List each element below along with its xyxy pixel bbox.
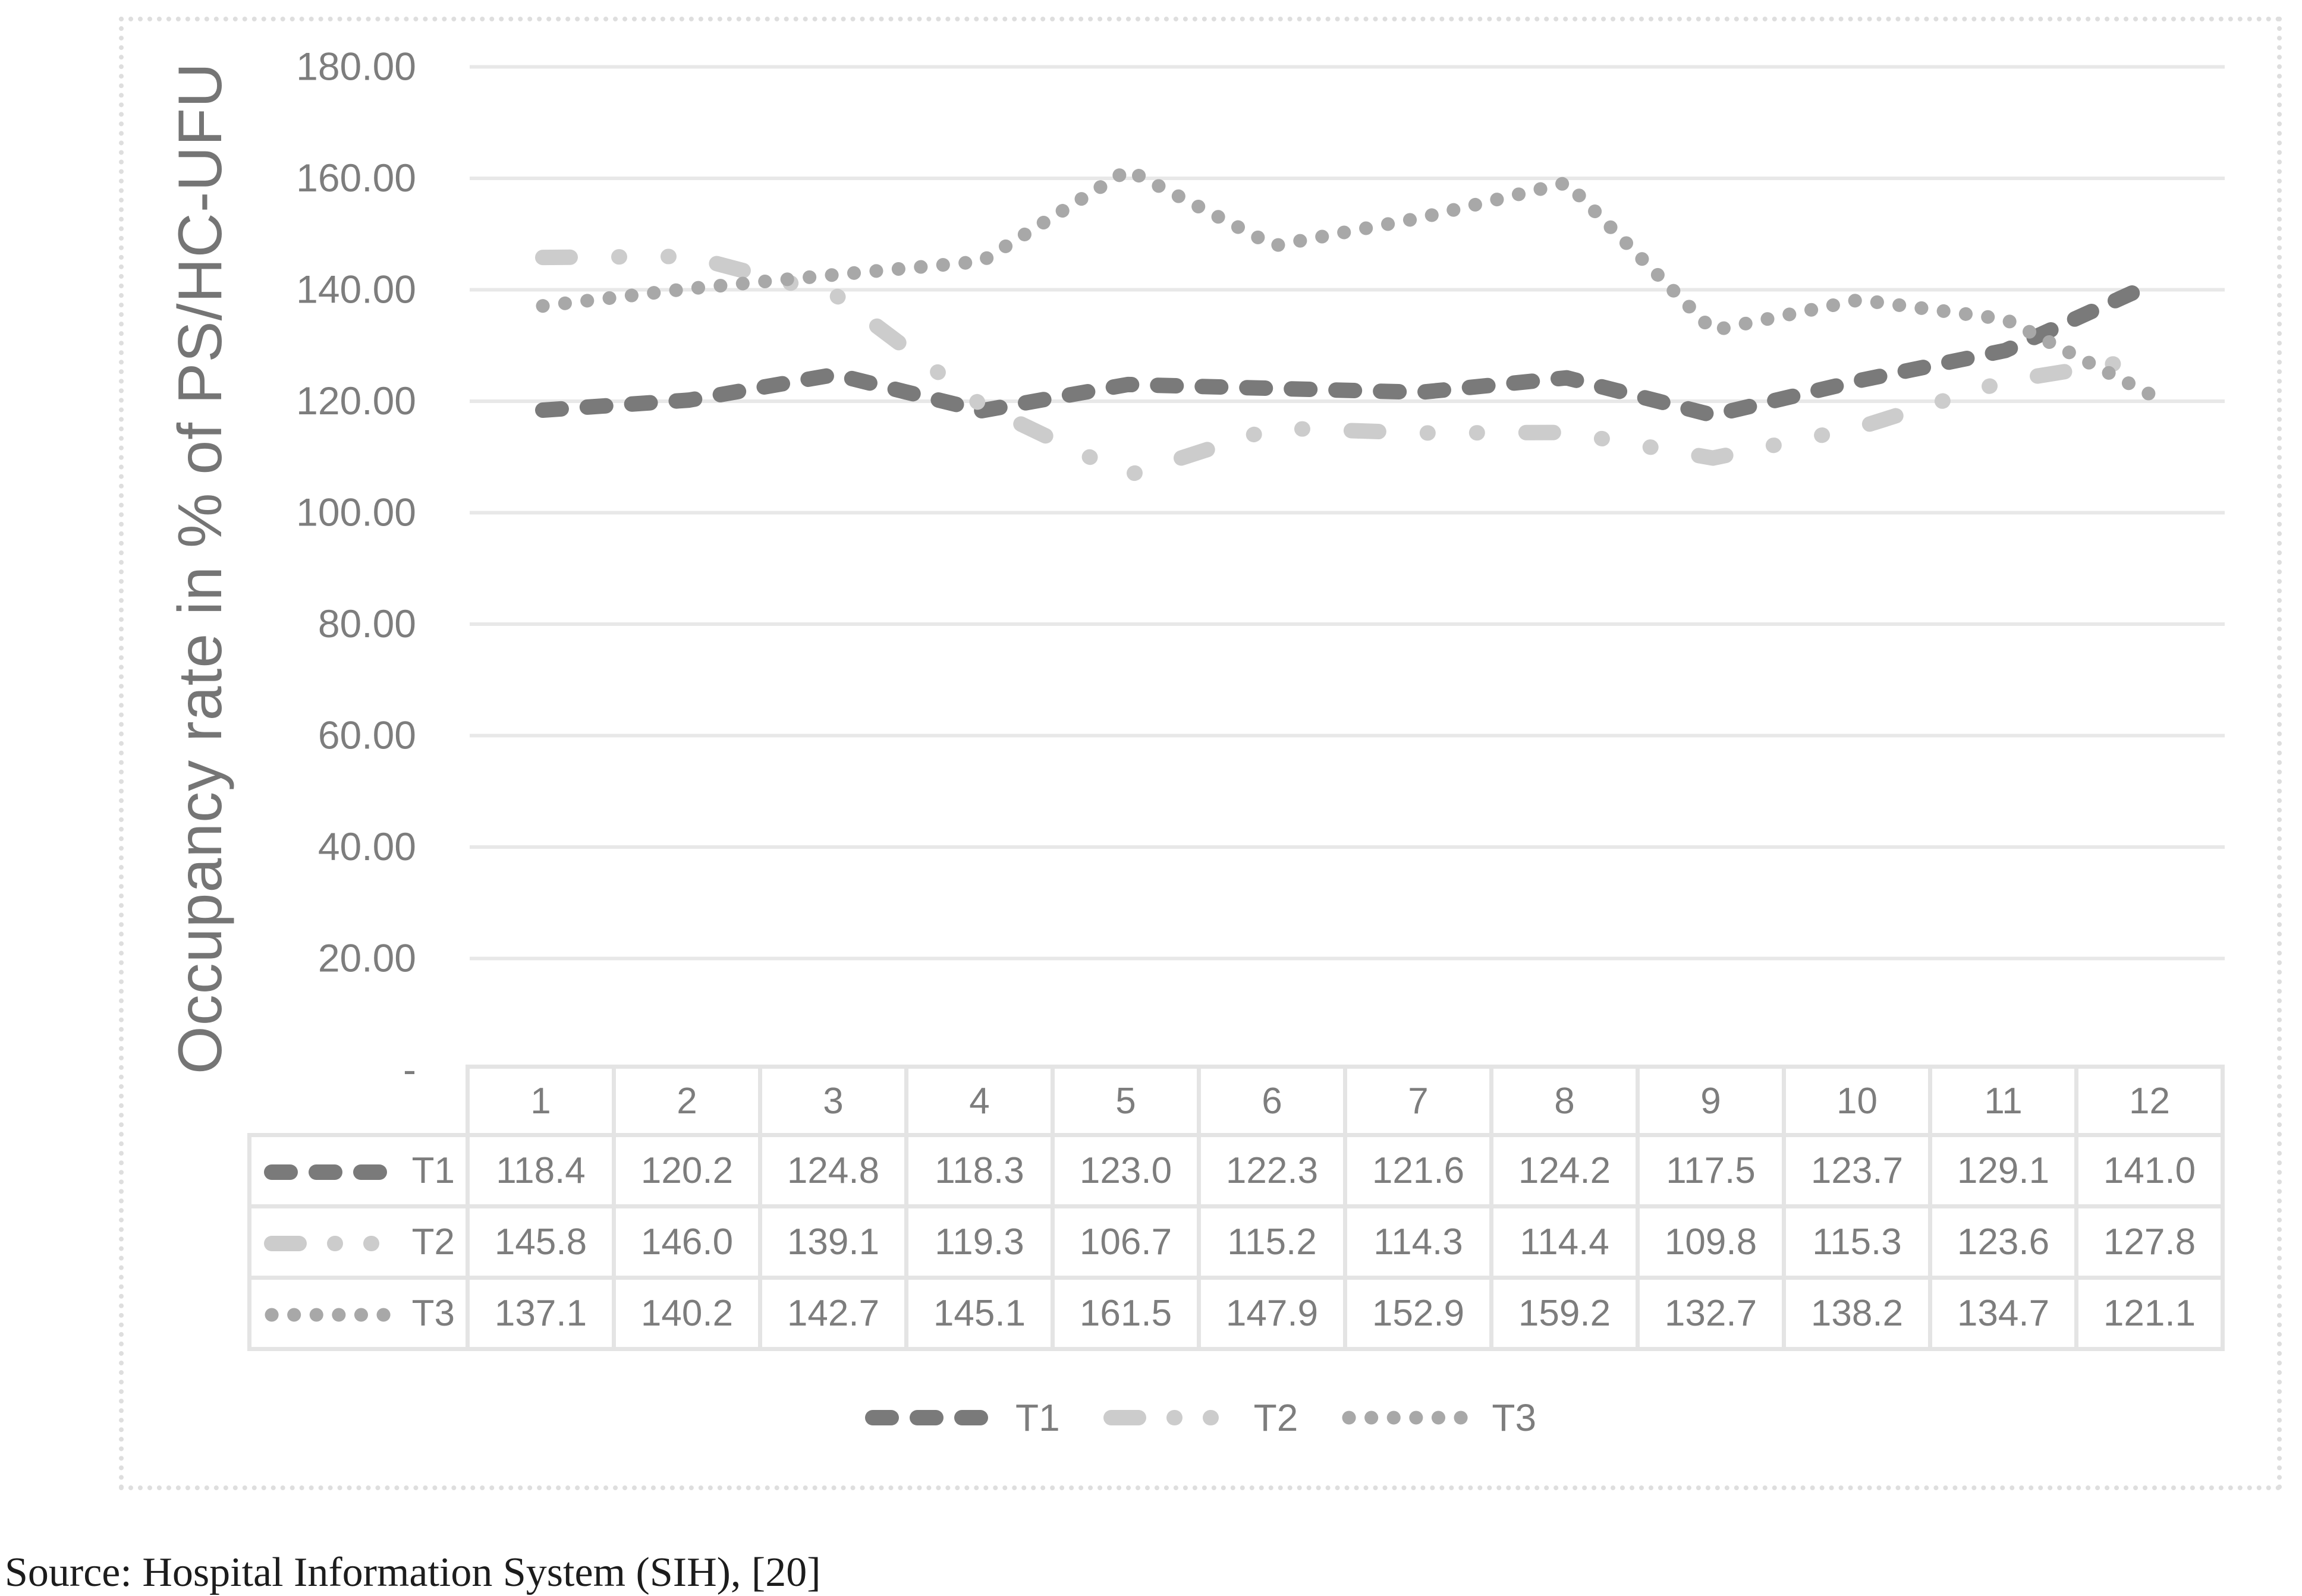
table-header-cell: 5 [1055, 1069, 1197, 1133]
legend-item-T2: T2 [1103, 1396, 1298, 1440]
y-tick-label: 120.00 [296, 379, 416, 423]
table-value-cell: 132.7 [1640, 1280, 1782, 1347]
table-value-cell: 117.5 [1640, 1137, 1782, 1204]
legend-item-T1: T1 [864, 1396, 1060, 1440]
y-tick-label: - [403, 1047, 416, 1091]
y-tick-label: 100.00 [296, 490, 416, 534]
table-value-cell: 123.6 [1932, 1208, 2074, 1276]
table-row-key-T3: T3 [251, 1280, 466, 1347]
legend-key-icon [263, 1221, 394, 1263]
table-header-cell: 6 [1201, 1069, 1343, 1133]
table-row-label: T1 [411, 1150, 455, 1191]
table-value-cell: 119.3 [908, 1208, 1051, 1276]
table-header-cell: 4 [908, 1069, 1051, 1133]
table-value-cell: 122.3 [1201, 1137, 1343, 1204]
table-row-label: T3 [411, 1293, 455, 1334]
table-header-cell: 9 [1640, 1069, 1782, 1133]
table-value-cell: 140.2 [616, 1280, 758, 1347]
legend-sample-T3 [1342, 1411, 1470, 1425]
table-value-cell: 121.1 [2078, 1280, 2221, 1347]
table-value-cell: 123.7 [1786, 1137, 1928, 1204]
y-axis-tick-labels: 180.00 160.00 140.00 120.00 100.00 80.00 60.00… [296, 45, 416, 1092]
table-value-cell: 147.9 [1201, 1280, 1343, 1347]
table-header-cell: 12 [2078, 1069, 2221, 1133]
table-value-cell: 159.2 [1493, 1280, 1636, 1347]
table-value-cell: 129.1 [1932, 1137, 2074, 1204]
table-row-key-T2: T2 [251, 1208, 466, 1276]
table-value-cell: 114.3 [1347, 1208, 1489, 1276]
legend-key-sample-T2 [263, 1236, 394, 1251]
legend-label: T2 [1253, 1396, 1298, 1439]
table-header-cell: 8 [1493, 1069, 1636, 1133]
table-row-key-T1: T1 [251, 1137, 466, 1204]
y-tick-label: 80.00 [318, 602, 416, 646]
table-value-cell: 145.8 [470, 1208, 612, 1276]
table-value-cell: 120.2 [616, 1137, 758, 1204]
y-tick-label: 20.00 [318, 936, 416, 980]
table-value-cell: 142.7 [762, 1280, 904, 1347]
table-header-cell: 3 [762, 1069, 904, 1133]
y-tick-label: 60.00 [318, 713, 416, 757]
table-value-cell: 124.2 [1493, 1137, 1636, 1204]
gridlines [470, 65, 2225, 961]
legend-key-icon [263, 1150, 394, 1192]
table-value-cell: 114.4 [1493, 1208, 1636, 1276]
chart-legend: T1 T2 T3 [119, 1390, 2282, 1446]
legend-item-T3: T3 [1341, 1396, 1536, 1440]
table-row-label: T2 [411, 1222, 455, 1263]
table-value-cell: 106.7 [1055, 1208, 1197, 1276]
legend-label: T1 [1015, 1396, 1060, 1439]
table-value-cell: 124.8 [762, 1137, 904, 1204]
table-value-cell: 109.8 [1640, 1208, 1782, 1276]
y-tick-label: 180.00 [296, 45, 416, 89]
series-line-T2 [535, 248, 2159, 483]
legend-key-icon [263, 1292, 394, 1334]
legend-key-sample-T3 [265, 1308, 393, 1322]
table-corner-cell [251, 1069, 466, 1133]
y-tick-label: 40.00 [318, 824, 416, 868]
table-value-cell: 121.6 [1347, 1137, 1489, 1204]
table-value-cell: 127.8 [2078, 1208, 2221, 1276]
table-value-cell: 134.7 [1932, 1280, 2074, 1347]
table-header-cell: 10 [1786, 1069, 1928, 1133]
y-tick-label: 140.00 [296, 267, 416, 311]
source-note: Source: Hospital Information System (SIH… [5, 1550, 821, 1595]
legend-label: T3 [1492, 1396, 1537, 1439]
table-value-cell: 145.1 [908, 1280, 1051, 1347]
table-value-cell: 146.0 [616, 1208, 758, 1276]
table-value-cell: 141.0 [2078, 1137, 2221, 1204]
y-axis-title: Occupancy rate in % of PS/HC-UFU [166, 62, 235, 1074]
series-lines [535, 163, 2159, 483]
table-value-cell: 137.1 [470, 1280, 612, 1347]
table-value-cell: 118.3 [908, 1137, 1051, 1204]
legend-sample-T2 [1103, 1410, 1233, 1425]
table-value-cell: 118.4 [470, 1137, 612, 1204]
table-header-cell: 2 [616, 1069, 758, 1133]
table-value-cell: 161.5 [1055, 1280, 1197, 1347]
table-value-cell: 115.3 [1786, 1208, 1928, 1276]
table-header-cell: 7 [1347, 1069, 1489, 1133]
data-table: 1 2 3 4 5 6 7 8 9 10 11 12 T1 118.4 120.2 124.8 118.3 123… [251, 1069, 2221, 1347]
legend-sample-T1 [864, 1410, 995, 1425]
table-value-cell: 115.2 [1201, 1208, 1343, 1276]
table-header-cell: 1 [470, 1069, 612, 1133]
table-value-cell: 152.9 [1347, 1280, 1489, 1347]
table-header-cell: 11 [1932, 1069, 2074, 1133]
table-value-cell: 138.2 [1786, 1280, 1928, 1347]
legend-key-sample-T1 [263, 1164, 394, 1180]
series-line-T1 [535, 276, 2159, 423]
table-value-cell: 123.0 [1055, 1137, 1197, 1204]
figure-dotted-border [119, 17, 2282, 1490]
table-value-cell: 139.1 [762, 1208, 904, 1276]
y-tick-label: 160.00 [296, 156, 416, 200]
series-line-T3 [536, 163, 2159, 402]
